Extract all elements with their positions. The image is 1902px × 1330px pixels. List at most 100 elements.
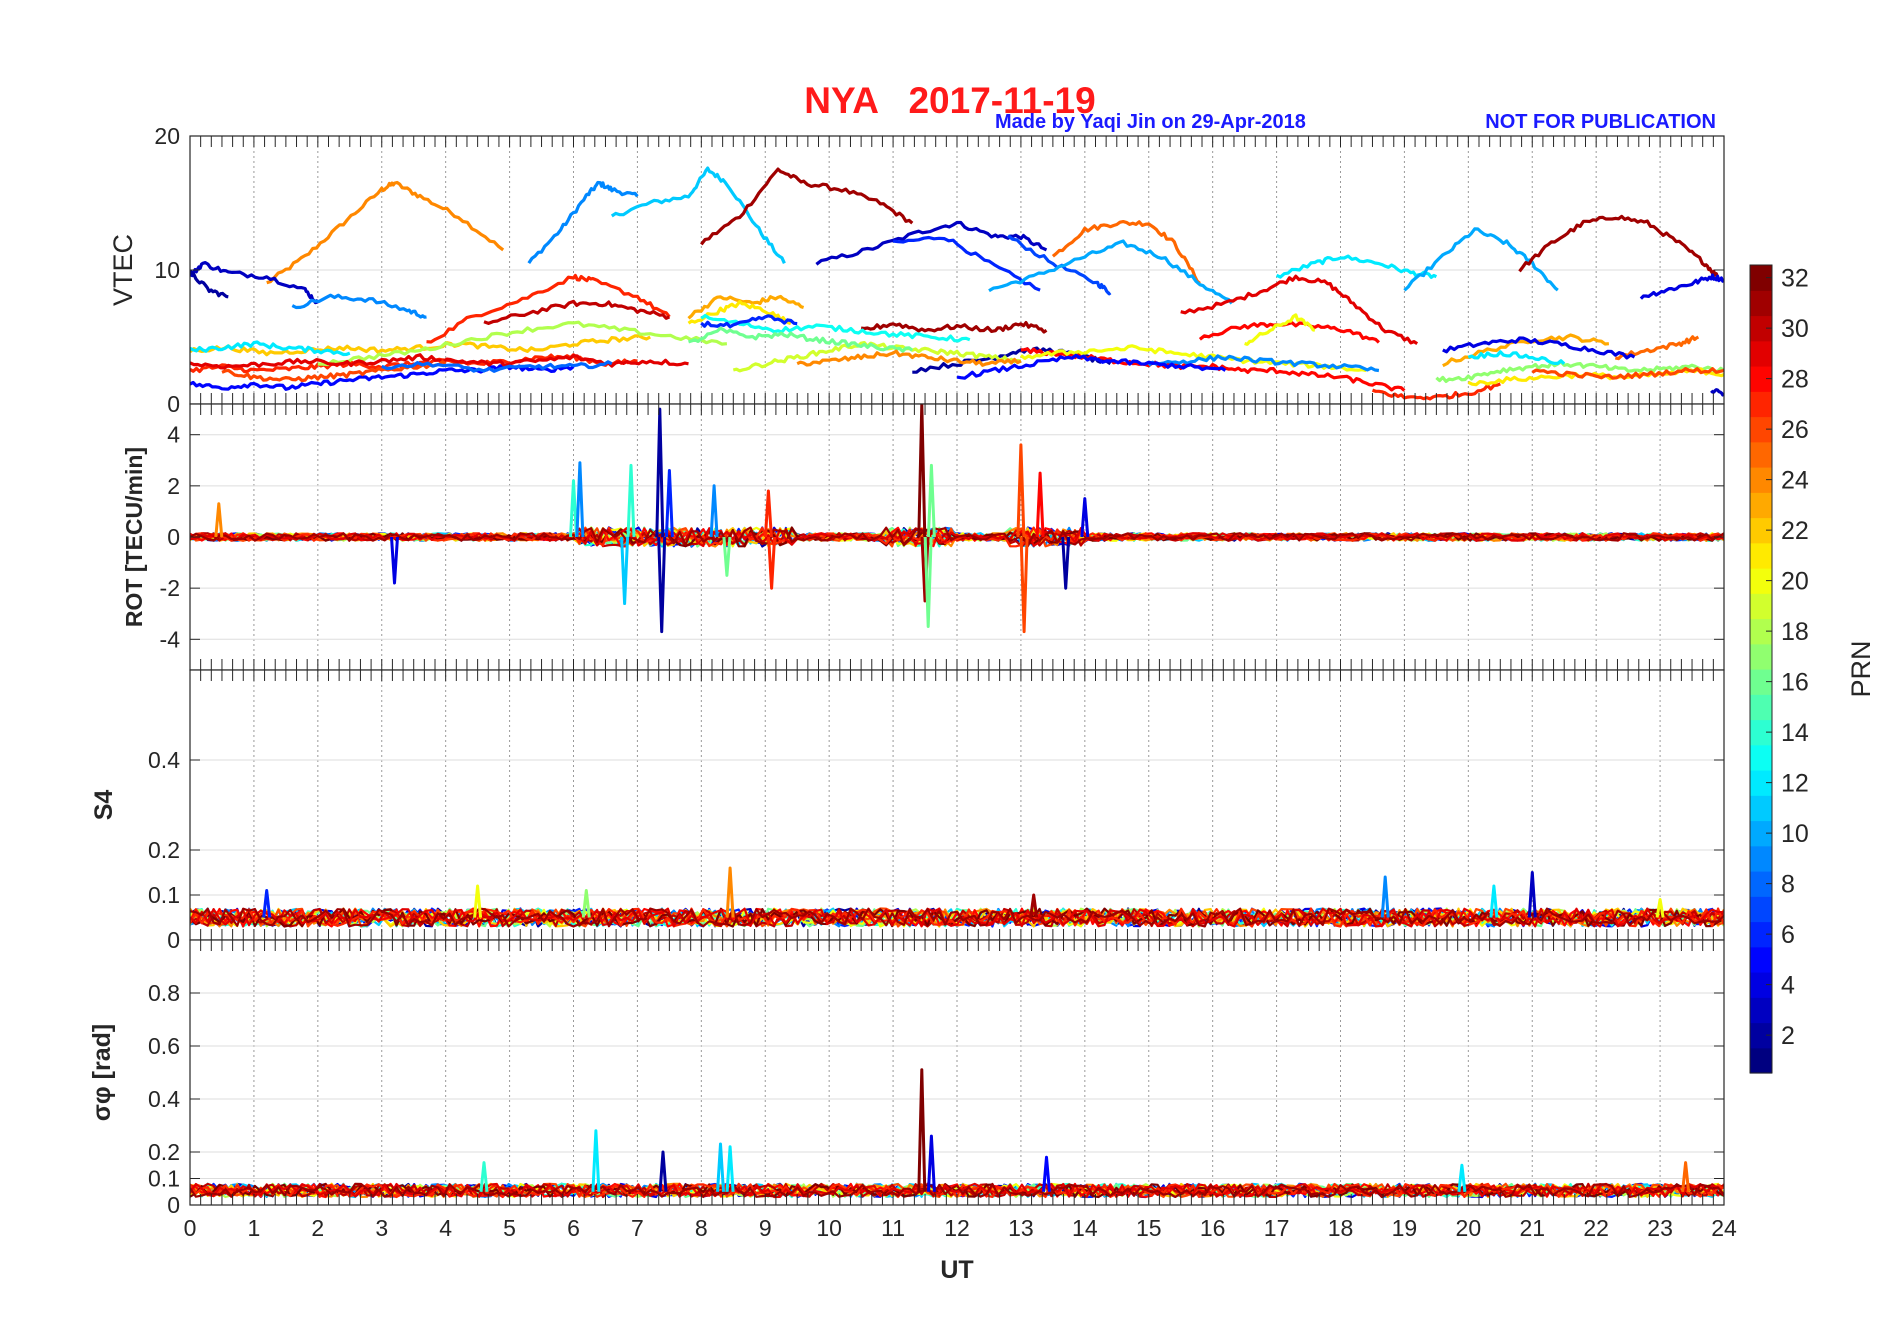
x-tick-label: 4: [439, 1215, 452, 1241]
x-tick-label: 8: [695, 1215, 708, 1241]
x-tick-label: 0: [184, 1215, 197, 1241]
panel-rot: -4 -2 0 2 4 ROT [TECU/min]: [121, 403, 1725, 671]
colorbar-segment: [1750, 416, 1772, 443]
y-tick-label: 0: [167, 391, 180, 417]
colorbar-segment: [1750, 845, 1772, 872]
s4-trace-29: [190, 907, 1724, 928]
rot-spike: [917, 404, 927, 538]
colorbar-segment: [1750, 315, 1772, 342]
colorbar-segment: [1750, 997, 1772, 1024]
s4-spike: [1029, 893, 1039, 918]
vtec-series-10: [988, 239, 1234, 305]
s4-spike: [1655, 898, 1665, 918]
vtec-series-9: [1147, 354, 1380, 373]
rot-spike: [626, 463, 636, 538]
sigma-spike: [716, 1142, 725, 1192]
y-tick-label: 0.6: [148, 1033, 180, 1059]
x-tick-label: 21: [1519, 1215, 1545, 1241]
colorbar-tick-label: 24: [1781, 467, 1809, 495]
vtec-series-28: [1198, 321, 1380, 344]
rot-spike: [709, 484, 719, 538]
colorbar-segment: [1750, 542, 1772, 569]
sigma-spike: [1457, 1163, 1467, 1192]
rot-spike: [569, 479, 578, 538]
x-tick-label: 14: [1072, 1215, 1098, 1241]
vtec-series-27: [426, 273, 671, 344]
series-group: [190, 866, 1724, 928]
panel-vtec: 0 10 20 VTEC: [108, 123, 1725, 417]
x-tick-label: 5: [503, 1215, 516, 1241]
colorbar-segment: [1750, 770, 1772, 796]
rot-spike: [722, 536, 732, 577]
y-tick-label: 0.1: [148, 1166, 180, 1192]
s4-trace-31: [190, 907, 1724, 928]
rot-spike: [214, 502, 224, 538]
sigma-spike: [725, 1145, 735, 1192]
vtec-series-17: [1435, 360, 1724, 383]
colorbar-tick-label: 28: [1781, 366, 1809, 394]
vtec-series-31: [1518, 214, 1720, 278]
colorbar-segment: [1750, 568, 1772, 594]
vtec-series-20: [1244, 313, 1316, 346]
colorbar-segment: [1750, 643, 1772, 670]
vtec-series-5: [956, 353, 1227, 380]
rot-spike: [767, 536, 777, 590]
y-tick-label: -4: [160, 626, 181, 652]
vtec-series-16: [688, 326, 914, 353]
rot-spike: [620, 536, 630, 605]
y-tick-label: 4: [167, 422, 180, 448]
vtec-series-3: [815, 220, 1048, 266]
y-tick-label: 0.1: [148, 882, 180, 908]
sigma-spike: [926, 1134, 936, 1192]
vtec-series-9: [291, 293, 427, 319]
x-tick-label: 11: [881, 1215, 905, 1241]
y-tick-label: 0.4: [148, 1086, 180, 1112]
colorbar-tick-label: 14: [1781, 719, 1809, 747]
y-tick-label: 0: [167, 524, 180, 550]
colorbar-tick-label: 18: [1781, 618, 1809, 646]
s4-spike: [1489, 884, 1499, 918]
colorbar-segment: [1750, 441, 1772, 468]
colorbar-segment: [1750, 517, 1772, 544]
series-group: [190, 404, 1724, 634]
colorbar-tick-label: 16: [1781, 669, 1809, 697]
colorbar-segment: [1750, 946, 1772, 973]
vtec-series-2: [190, 269, 229, 299]
vtec-series-4: [1442, 336, 1636, 360]
x-tick-label: 23: [1647, 1215, 1673, 1241]
s4-spike: [473, 884, 483, 918]
y-tick-label: 0.2: [148, 837, 180, 863]
x-tick-label: 3: [375, 1215, 388, 1241]
colorbar-segment: [1750, 593, 1772, 620]
s4-spike: [1527, 871, 1537, 918]
rot-spike: [1080, 497, 1090, 538]
x-tick-label: 2: [311, 1215, 324, 1241]
vtec-series-4: [1639, 273, 1724, 300]
y-tick-label: 0: [167, 1192, 180, 1218]
colorbar-segment: [1750, 896, 1772, 923]
x-tick-label: 20: [1456, 1215, 1482, 1241]
s4-spike: [725, 866, 735, 918]
y-tick-label: 20: [154, 123, 180, 149]
rot-spike: [1019, 536, 1029, 634]
notice-text: NOT FOR PUBLICATION: [1485, 111, 1716, 133]
series-group: [190, 166, 1724, 401]
colorbar-tick-label: 6: [1781, 921, 1795, 949]
vtec-series-31: [700, 167, 914, 246]
x-tick-label: 19: [1392, 1215, 1418, 1241]
vtec-series-23: [687, 294, 805, 320]
colorbar-tick-label: 2: [1781, 1022, 1795, 1050]
x-tick-label: 12: [944, 1215, 970, 1241]
vtec-series-30: [483, 299, 671, 325]
vtec-series-5: [190, 363, 575, 391]
vtec-series-24: [796, 349, 1022, 367]
vtec-series-25: [1614, 335, 1700, 361]
y-axis-label: S4: [90, 790, 118, 821]
y-tick-label: 0.2: [148, 1139, 180, 1165]
s4-spike: [581, 889, 591, 918]
vtec-series-12: [190, 340, 351, 357]
colorbar-segment: [1750, 340, 1772, 367]
vtec-series-6: [892, 235, 1041, 292]
sigma-spike: [1681, 1161, 1691, 1192]
